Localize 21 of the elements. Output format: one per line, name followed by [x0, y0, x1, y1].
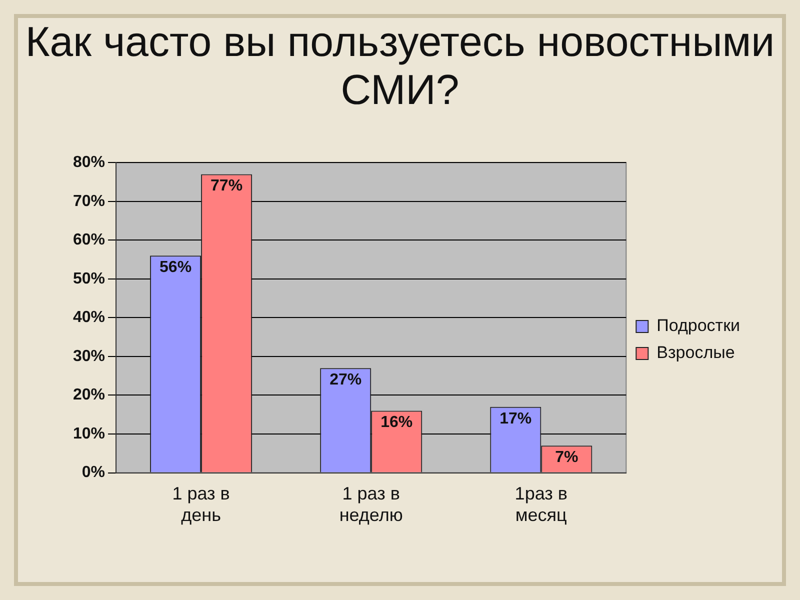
data-label: 7% [555, 449, 578, 466]
data-label: 56% [160, 259, 192, 276]
y-tick-label: 10% [72, 425, 106, 442]
y-tick-label: 30% [72, 348, 106, 365]
y-tick-label: 60% [72, 232, 106, 249]
data-label: 17% [500, 410, 532, 428]
y-tick-label: 0% [82, 464, 106, 482]
data-label: 77% [210, 178, 243, 195]
data-label: 27% [330, 372, 362, 389]
y-tick-label: 20% [72, 386, 106, 404]
y-tick-label: 80% [72, 154, 106, 172]
chart-title: Как часто вы пользуетесь новостными СМИ? [24, 18, 776, 114]
x-tick-label: 1 раз в неделю [339, 484, 403, 526]
y-tick-label: 40% [72, 309, 106, 326]
x-tick-label: 1 раз в день [172, 484, 230, 526]
x-tick-label: 1раз в месяц [514, 484, 568, 526]
y-tick-label: 70% [72, 192, 106, 210]
y-tick-label: 50% [72, 270, 106, 288]
legend-label: Подростки [656, 316, 740, 336]
legend-label: Взрослые [656, 343, 735, 362]
data-label: 16% [380, 414, 413, 432]
